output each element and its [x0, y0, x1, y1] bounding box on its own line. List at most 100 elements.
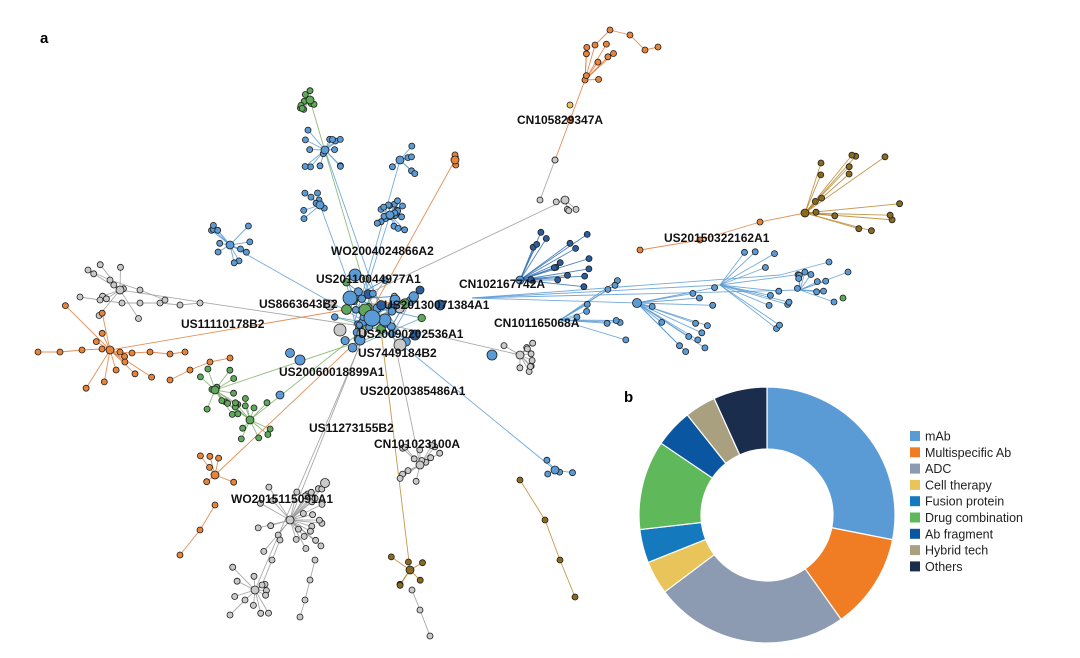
network-node	[566, 101, 574, 109]
network-node	[807, 271, 815, 278]
network-node	[886, 211, 894, 219]
network-node	[604, 53, 612, 61]
network-node	[112, 366, 120, 374]
legend-label-multispecific-ab: Multispecific Ab	[925, 446, 1011, 460]
legend-label-drug-combination: Drug combination	[925, 511, 1023, 525]
node-label-cn105829347a: CN105829347A	[517, 113, 603, 127]
network-node	[812, 208, 820, 216]
network-node	[394, 197, 401, 205]
network-node	[771, 250, 778, 258]
node-label-cn101023100a: CN101023100A	[374, 437, 460, 451]
network-node	[583, 50, 590, 58]
network-node	[249, 602, 257, 609]
network-node	[434, 299, 446, 311]
network-node	[214, 248, 222, 256]
network-edge	[559, 319, 626, 341]
network-node	[410, 455, 418, 463]
network-node	[196, 299, 204, 307]
network-node	[566, 116, 574, 124]
network-node	[301, 492, 309, 500]
network-node	[262, 591, 270, 599]
network-node	[419, 559, 426, 567]
network-edge	[519, 234, 588, 281]
network-edge	[119, 289, 139, 319]
network-node	[96, 296, 104, 304]
network-node	[775, 287, 783, 295]
network-node	[524, 345, 531, 353]
network-node	[315, 200, 325, 210]
network-edge	[229, 225, 249, 246]
network-edge	[419, 609, 431, 637]
network-node	[206, 452, 214, 460]
network-node	[100, 378, 108, 386]
network-node	[333, 323, 347, 337]
node-label-us11110178b2: US11110178B2	[181, 317, 265, 331]
network-node	[751, 248, 759, 256]
network-node	[225, 240, 235, 250]
network-node	[226, 611, 234, 619]
network-node	[566, 239, 574, 247]
network-node	[415, 460, 425, 470]
network-edge	[101, 313, 111, 351]
network-node	[585, 255, 593, 263]
node-label-us20090202536a1: US20090202536A1	[358, 327, 464, 341]
network-node	[416, 576, 424, 584]
network-node	[292, 536, 300, 543]
network-edge	[719, 274, 799, 286]
network-node	[209, 221, 217, 229]
network-edge	[289, 495, 306, 521]
network-edge	[636, 302, 696, 324]
network-node	[314, 189, 321, 197]
network-node	[267, 522, 275, 530]
network-edge	[544, 519, 561, 561]
network-node	[551, 156, 559, 164]
network-node	[214, 226, 222, 234]
network-node	[234, 410, 242, 418]
network-node	[264, 431, 272, 438]
network-edge	[569, 79, 586, 121]
network-node	[396, 474, 404, 482]
network-node	[110, 281, 118, 289]
network-edge	[109, 349, 152, 378]
network-node	[98, 309, 106, 317]
network-edge	[109, 279, 141, 291]
network-node	[416, 446, 424, 454]
network-edge	[260, 502, 291, 521]
network-edges	[38, 29, 900, 637]
network-node	[311, 494, 319, 502]
network-node	[84, 266, 92, 274]
network-edge	[304, 579, 311, 601]
network-node	[626, 31, 634, 39]
network-edge	[636, 302, 706, 349]
network-node	[550, 264, 558, 272]
network-node	[237, 245, 244, 253]
network-node	[228, 410, 236, 418]
donut-slice-others	[713, 386, 768, 456]
node-label-cn102167742a: CN102167742A	[459, 277, 545, 291]
network-node	[844, 268, 852, 276]
network-node	[572, 205, 580, 213]
network-edge	[365, 278, 407, 342]
network-node	[176, 551, 184, 559]
network-node	[696, 236, 704, 244]
network-node	[224, 399, 232, 407]
network-node	[285, 348, 295, 358]
network-node	[106, 276, 114, 284]
network-node	[362, 275, 370, 283]
network-node	[527, 363, 534, 370]
network-node	[741, 248, 748, 256]
network-edge	[289, 491, 298, 521]
network-edge	[779, 261, 830, 276]
network-edge	[559, 319, 608, 324]
node-label-cn101165068a: CN101165068A	[494, 316, 580, 330]
network-edge	[381, 328, 556, 471]
network-node	[696, 294, 703, 302]
network-edge	[471, 274, 781, 299]
network-node	[583, 72, 590, 79]
network-node	[408, 153, 415, 161]
network-node	[387, 307, 397, 316]
network-node	[105, 345, 115, 355]
network-node	[300, 533, 308, 540]
network-node	[293, 488, 301, 496]
network-node	[161, 296, 169, 304]
